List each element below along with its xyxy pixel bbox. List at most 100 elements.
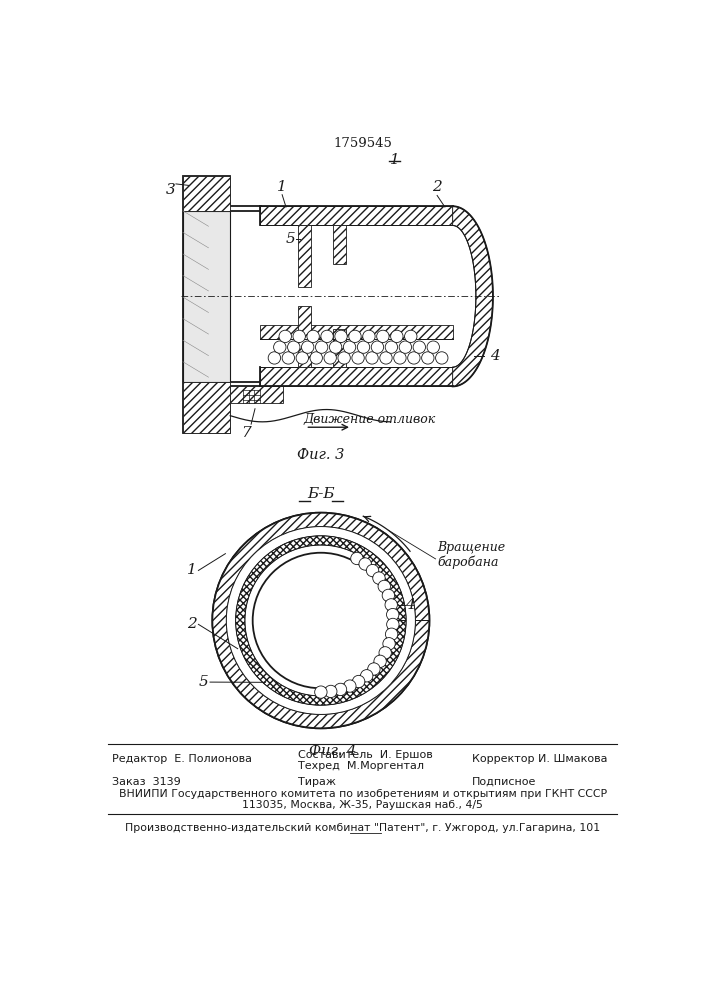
Circle shape: [436, 352, 448, 364]
Circle shape: [310, 352, 322, 364]
Circle shape: [359, 558, 371, 570]
Circle shape: [408, 352, 420, 364]
Text: 1: 1: [390, 153, 399, 167]
Text: 5: 5: [286, 232, 296, 246]
Text: 2: 2: [187, 617, 197, 631]
Circle shape: [427, 341, 440, 353]
Circle shape: [366, 564, 379, 577]
Text: 4: 4: [405, 598, 415, 612]
Text: 1: 1: [187, 563, 197, 577]
Polygon shape: [333, 329, 346, 367]
Circle shape: [288, 341, 300, 353]
Text: Техред  М.Моргентал: Техред М.Моргентал: [298, 761, 423, 771]
Circle shape: [212, 513, 429, 728]
Circle shape: [371, 341, 384, 353]
Circle shape: [404, 330, 417, 343]
Circle shape: [344, 680, 356, 692]
Polygon shape: [259, 206, 452, 225]
Circle shape: [385, 628, 398, 640]
Text: ВНИИПИ Государственного комитета по изобретениям и открытиям при ГКНТ СССР: ВНИИПИ Государственного комитета по изоб…: [119, 789, 607, 799]
Circle shape: [315, 686, 327, 698]
Polygon shape: [298, 225, 311, 287]
Circle shape: [377, 330, 389, 343]
Polygon shape: [259, 325, 452, 339]
Circle shape: [282, 352, 295, 364]
Circle shape: [421, 352, 434, 364]
Text: 7: 7: [241, 426, 250, 440]
Text: Составитель  И. Ершов: Составитель И. Ершов: [298, 750, 433, 760]
Circle shape: [361, 670, 373, 682]
Circle shape: [235, 536, 406, 705]
Text: 1759545: 1759545: [333, 137, 392, 150]
Circle shape: [268, 352, 281, 364]
Circle shape: [413, 341, 426, 353]
Text: Производственно-издательский комбинат "Патент", г. Ужгород, ул.Гагарина, 101: Производственно-издательский комбинат "П…: [125, 823, 600, 833]
Polygon shape: [298, 306, 311, 367]
Circle shape: [315, 341, 328, 353]
Circle shape: [301, 341, 314, 353]
Circle shape: [252, 553, 389, 688]
Circle shape: [226, 527, 416, 714]
Circle shape: [378, 580, 390, 593]
Circle shape: [357, 341, 370, 353]
Text: Заказ  3139: Заказ 3139: [112, 777, 180, 787]
Circle shape: [368, 663, 380, 675]
Circle shape: [387, 608, 399, 621]
Circle shape: [382, 589, 395, 602]
Circle shape: [385, 341, 397, 353]
Circle shape: [352, 675, 365, 688]
Circle shape: [379, 647, 392, 659]
Polygon shape: [259, 367, 452, 386]
Circle shape: [324, 352, 337, 364]
Circle shape: [399, 341, 411, 353]
Circle shape: [351, 552, 363, 565]
Circle shape: [363, 330, 375, 343]
Circle shape: [394, 352, 406, 364]
Circle shape: [366, 352, 378, 364]
Circle shape: [373, 572, 385, 584]
Text: Корректор И. Шмакова: Корректор И. Шмакова: [472, 754, 607, 764]
Polygon shape: [452, 206, 493, 386]
Text: 4: 4: [490, 349, 500, 363]
Circle shape: [335, 330, 347, 343]
Circle shape: [387, 618, 399, 631]
Circle shape: [274, 341, 286, 353]
Text: 1: 1: [277, 180, 287, 194]
Polygon shape: [212, 513, 429, 728]
Text: Редактор  Е. Полионова: Редактор Е. Полионова: [112, 754, 252, 764]
Polygon shape: [183, 176, 261, 433]
Text: Подписное: Подписное: [472, 777, 537, 787]
Polygon shape: [272, 287, 452, 325]
Text: Вращение
баробана: Вращение баробана: [437, 541, 506, 569]
Text: Фиг. 4: Фиг. 4: [309, 744, 356, 758]
Circle shape: [293, 330, 305, 343]
Text: Движение отливок: Движение отливок: [304, 413, 436, 426]
Circle shape: [380, 352, 392, 364]
Text: Б-Б: Б-Б: [307, 487, 334, 501]
Circle shape: [334, 683, 346, 696]
Text: 2: 2: [432, 180, 442, 194]
Circle shape: [349, 330, 361, 343]
Text: 3: 3: [165, 183, 175, 197]
Circle shape: [344, 341, 356, 353]
Polygon shape: [183, 176, 230, 211]
Polygon shape: [259, 225, 476, 367]
Circle shape: [296, 352, 308, 364]
Text: Тираж: Тираж: [298, 777, 336, 787]
Polygon shape: [333, 225, 346, 264]
Text: 113035, Москва, Ж-35, Раушская наб., 4/5: 113035, Москва, Ж-35, Раушская наб., 4/5: [243, 800, 483, 810]
Circle shape: [391, 330, 403, 343]
Polygon shape: [183, 211, 230, 382]
Text: Фиг. 3: Фиг. 3: [297, 448, 344, 462]
Circle shape: [279, 330, 291, 343]
Polygon shape: [230, 386, 283, 403]
Circle shape: [321, 330, 333, 343]
Circle shape: [385, 599, 397, 611]
Text: 5: 5: [199, 675, 209, 689]
Circle shape: [338, 352, 351, 364]
Circle shape: [374, 655, 386, 667]
Circle shape: [325, 685, 337, 698]
Polygon shape: [235, 536, 406, 705]
Circle shape: [383, 638, 395, 650]
Circle shape: [329, 341, 341, 353]
